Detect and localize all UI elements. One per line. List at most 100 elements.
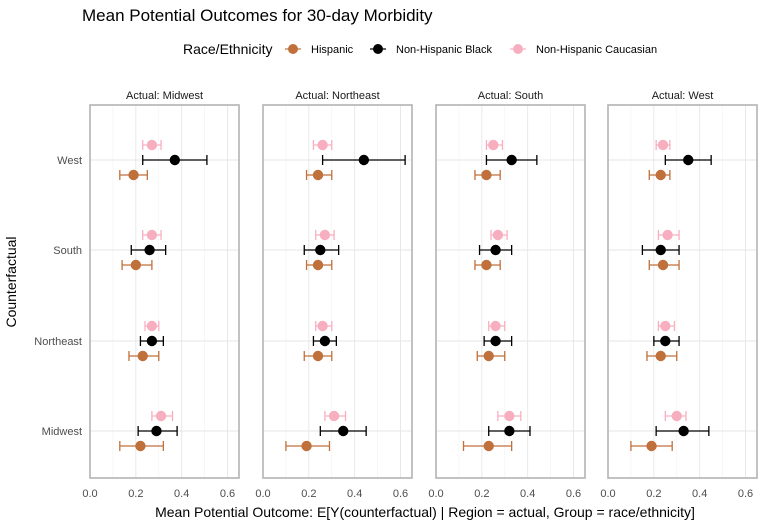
x-tick-label: 0.2	[301, 488, 316, 500]
x-tick-label: 0.0	[600, 488, 615, 500]
point-hispanic-south	[657, 259, 669, 271]
y-tick-label-midwest: Midwest	[42, 426, 82, 438]
point-non-hispanic-caucasian-northeast	[317, 320, 328, 332]
series-hispanic	[462, 169, 513, 452]
point-hispanic-west	[312, 169, 324, 181]
point-hispanic-midwest	[301, 440, 312, 452]
point-hispanic-south	[312, 259, 324, 271]
point-non-hispanic-caucasian-northeast	[146, 320, 158, 332]
point-hispanic-west	[481, 169, 492, 181]
point-non-hispanic-caucasian-west	[317, 139, 328, 151]
x-tick-label: 0.6	[738, 488, 753, 500]
series-non-hispanic-caucasian	[485, 139, 522, 422]
series-hispanic	[630, 169, 680, 452]
x-tick-label: 0.4	[174, 488, 189, 500]
point-non-hispanic-black-south	[490, 244, 501, 256]
point-hispanic-midwest	[483, 440, 494, 452]
series-non-hispanic-caucasian	[142, 139, 174, 422]
point-non-hispanic-caucasian-northeast	[660, 320, 671, 332]
legend-swatch-non-hispanic-black	[373, 44, 383, 54]
x-tick-label: 0.0	[82, 488, 97, 500]
panel-strip-label: Actual: South	[478, 90, 543, 102]
panel-strip	[436, 86, 585, 105]
point-hispanic-northeast	[483, 350, 494, 362]
point-non-hispanic-black-west	[506, 154, 517, 166]
point-hispanic-south	[130, 259, 142, 271]
chart-title: Mean Potential Outcomes for 30-day Morbi…	[82, 6, 433, 25]
point-non-hispanic-black-west	[683, 154, 694, 166]
y-axis-categories: West South Northeast Midwest	[34, 155, 82, 438]
x-tick-label: 0.2	[474, 488, 489, 500]
panel-strip	[263, 86, 412, 105]
point-non-hispanic-caucasian-northeast	[490, 320, 501, 332]
point-non-hispanic-caucasian-midwest	[504, 410, 515, 422]
point-non-hispanic-black-south	[144, 244, 155, 256]
point-non-hispanic-caucasian-west	[488, 139, 499, 151]
legend-swatch-non-hispanic-caucasian	[513, 44, 523, 54]
series-hispanic	[119, 169, 165, 452]
panel-strip-label: Actual: West	[652, 90, 714, 102]
x-tick-label: 0.0	[255, 488, 270, 500]
point-non-hispanic-black-northeast	[319, 335, 331, 347]
series-non-hispanic-black	[303, 154, 406, 437]
series-non-hispanic-caucasian	[655, 139, 687, 422]
x-tick-label: 0.4	[692, 488, 707, 500]
x-tick-label: 0.4	[347, 488, 362, 500]
panel-actual-west: Actual: West 0.0 0.2 0.4 0.6	[600, 86, 758, 500]
x-tick-label: 0.4	[520, 488, 535, 500]
x-tick-label: 0.2	[646, 488, 661, 500]
x-tick-label: 0.6	[566, 488, 581, 500]
legend-item-non-hispanic-black: Non-Hispanic Black	[370, 44, 492, 56]
y-axis-title: Counterfactual	[3, 236, 19, 327]
x-axis-title: Mean Potential Outcome: E[Y(counterfactu…	[155, 504, 695, 520]
panel-actual-south: Actual: South 0.0 0.2 0.4 0.6	[428, 86, 586, 500]
panel-border	[435, 104, 586, 479]
legend-label-non-hispanic-black: Non-Hispanic Black	[396, 44, 492, 56]
y-tick-label-west: West	[57, 155, 82, 167]
series-non-hispanic-black	[641, 154, 712, 437]
legend-swatch-hispanic	[288, 44, 298, 54]
point-hispanic-midwest	[135, 440, 146, 452]
series-hispanic	[285, 169, 333, 452]
point-non-hispanic-black-midwest	[151, 425, 162, 437]
panel-strip-label: Actual: Northeast	[295, 90, 379, 102]
point-non-hispanic-black-northeast	[146, 335, 158, 347]
panel-strip-label: Actual: Midwest	[126, 90, 203, 102]
point-hispanic-west	[128, 169, 139, 181]
point-non-hispanic-caucasian-south	[662, 229, 673, 241]
point-non-hispanic-caucasian-west	[657, 139, 669, 151]
point-non-hispanic-caucasian-south	[146, 229, 158, 241]
point-non-hispanic-black-west	[169, 154, 181, 166]
point-non-hispanic-black-northeast	[490, 335, 501, 347]
point-non-hispanic-black-midwest	[338, 425, 349, 437]
point-non-hispanic-caucasian-south	[492, 229, 504, 241]
panel-border	[607, 104, 758, 479]
x-tick-label: 0.0	[428, 488, 443, 500]
panel-border	[262, 104, 413, 479]
point-hispanic-south	[481, 259, 492, 271]
point-non-hispanic-black-west	[358, 154, 370, 166]
panel-actual-midwest: Actual: Midwest 0.0 0.2 0.4 0.6	[82, 86, 240, 500]
panel-strip	[608, 86, 757, 105]
point-non-hispanic-black-midwest	[504, 425, 515, 437]
point-hispanic-northeast	[137, 350, 148, 362]
legend-label-non-hispanic-caucasian: Non-Hispanic Caucasian	[536, 44, 657, 56]
panel-border	[89, 104, 240, 479]
legend-item-hispanic: Hispanic	[285, 44, 354, 56]
point-non-hispanic-caucasian-west	[146, 139, 158, 151]
legend-label-hispanic: Hispanic	[311, 44, 354, 56]
point-non-hispanic-caucasian-south	[319, 229, 331, 241]
point-non-hispanic-black-midwest	[678, 425, 689, 437]
y-tick-label-northeast: Northeast	[34, 336, 82, 348]
point-non-hispanic-black-south	[315, 244, 326, 256]
legend-title: Race/Ethnicity	[183, 41, 272, 57]
series-non-hispanic-caucasian	[312, 139, 347, 422]
y-tick-label-south: South	[53, 245, 82, 257]
point-non-hispanic-caucasian-midwest	[328, 410, 340, 422]
point-hispanic-west	[655, 169, 666, 181]
point-hispanic-northeast	[655, 350, 666, 362]
facet-panels: Actual: Midwest 0.0 0.2 0.4 0.6 Actual: North…	[82, 86, 758, 500]
legend: Race/Ethnicity Hispanic Non-Hispanic Bla…	[183, 41, 657, 57]
point-non-hispanic-caucasian-midwest	[671, 410, 682, 422]
